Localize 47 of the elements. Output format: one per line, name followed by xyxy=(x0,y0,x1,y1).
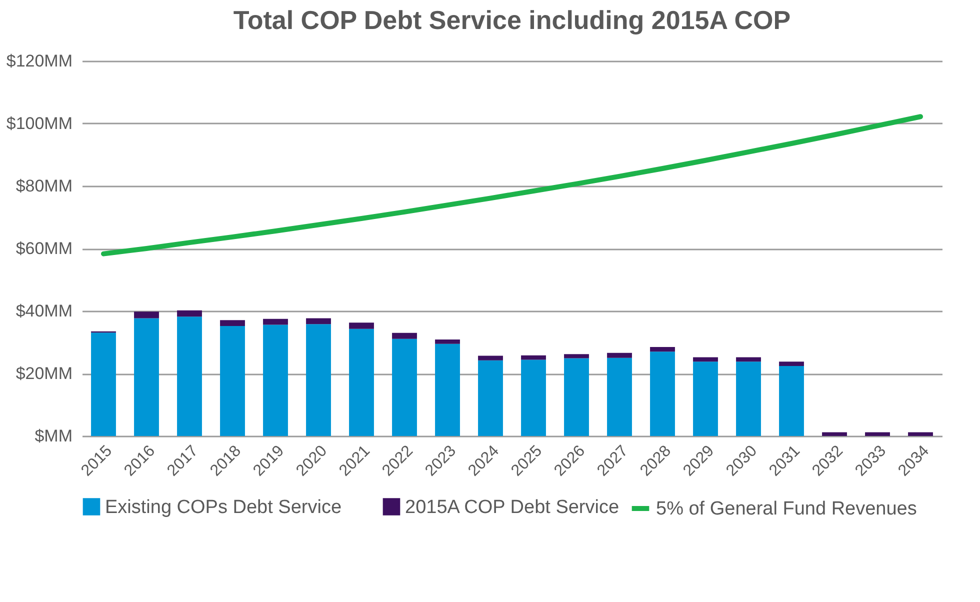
bar xyxy=(134,312,159,318)
bar xyxy=(177,316,202,436)
bar xyxy=(478,356,503,360)
bar xyxy=(693,357,718,362)
y-tick-label: $20MM xyxy=(16,364,72,383)
bar xyxy=(220,320,245,326)
legend-label: Existing COPs Debt Service xyxy=(105,496,342,518)
bar xyxy=(392,332,417,339)
bar xyxy=(607,358,632,436)
bar xyxy=(521,355,546,360)
bar xyxy=(306,324,331,436)
bar xyxy=(693,362,718,436)
bar xyxy=(779,366,804,436)
bar xyxy=(435,339,460,344)
bar xyxy=(349,322,374,329)
bar xyxy=(220,326,245,436)
bar xyxy=(521,360,546,436)
bar xyxy=(177,310,202,317)
bar xyxy=(736,357,761,362)
bar xyxy=(564,358,589,436)
bar xyxy=(865,432,890,436)
y-tick-label: $80MM xyxy=(16,176,72,196)
bar xyxy=(478,360,503,436)
legend-label: 2015A COP Debt Service xyxy=(405,496,620,518)
bar xyxy=(650,352,675,436)
legend-label: 5% of General Fund Revenues xyxy=(656,498,917,520)
y-tick-label: $MM xyxy=(34,426,72,446)
bar xyxy=(822,432,847,436)
bar xyxy=(908,432,933,436)
bar xyxy=(349,328,374,436)
bar xyxy=(134,318,159,436)
bar xyxy=(263,324,288,436)
bar xyxy=(91,332,116,436)
bar xyxy=(779,362,804,366)
y-tick-label: $120MM xyxy=(6,52,72,70)
bar xyxy=(607,352,632,358)
y-tick-label: $100MM xyxy=(6,114,72,133)
bar xyxy=(435,344,460,436)
bar xyxy=(392,338,417,436)
bar xyxy=(306,318,331,324)
bar xyxy=(650,346,675,352)
bar xyxy=(263,318,288,325)
y-tick-label: $60MM xyxy=(16,239,72,258)
bar xyxy=(736,362,761,436)
y-tick-label: $40MM xyxy=(16,302,72,320)
chart-title: Total COP Debt Service including 2015A COP xyxy=(233,5,791,35)
bar xyxy=(564,354,589,358)
